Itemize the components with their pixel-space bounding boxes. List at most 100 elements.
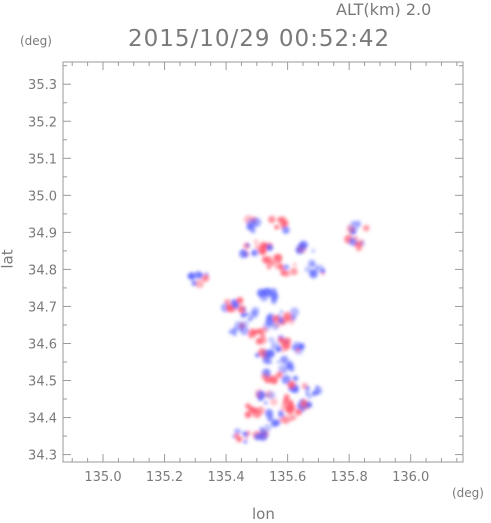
data-point bbox=[243, 439, 247, 444]
data-point bbox=[236, 297, 244, 304]
data-point bbox=[257, 394, 261, 398]
data-point bbox=[232, 328, 237, 332]
data-point bbox=[265, 317, 275, 327]
data-point bbox=[256, 390, 266, 400]
data-point bbox=[273, 254, 278, 259]
data-layer bbox=[187, 215, 370, 444]
data-point bbox=[246, 430, 251, 435]
data-point bbox=[240, 326, 249, 336]
data-point bbox=[232, 332, 237, 337]
data-point bbox=[259, 241, 268, 251]
data-point bbox=[305, 391, 310, 396]
data-point bbox=[271, 341, 281, 351]
data-point bbox=[241, 320, 249, 328]
data-point bbox=[283, 264, 290, 271]
data-point bbox=[276, 216, 282, 222]
data-point bbox=[272, 315, 280, 323]
data-point bbox=[305, 386, 311, 392]
data-point bbox=[187, 273, 194, 280]
data-point bbox=[316, 389, 320, 393]
data-point bbox=[248, 328, 257, 338]
data-point bbox=[283, 369, 287, 374]
y-tick-label: 34.3 bbox=[28, 449, 57, 464]
data-point bbox=[202, 274, 210, 282]
data-point bbox=[232, 301, 240, 310]
data-point bbox=[289, 307, 300, 317]
data-point bbox=[273, 380, 278, 384]
data-point bbox=[356, 246, 362, 252]
data-point bbox=[228, 329, 234, 335]
data-point bbox=[268, 417, 272, 421]
axis-ticks bbox=[63, 62, 463, 462]
data-point bbox=[295, 408, 302, 416]
data-point bbox=[315, 265, 319, 270]
data-point bbox=[260, 434, 264, 438]
data-point bbox=[263, 424, 272, 433]
altitude-label: ALT(km) 2.0 bbox=[336, 0, 432, 19]
data-point bbox=[280, 355, 289, 364]
data-point bbox=[283, 397, 290, 404]
data-point bbox=[254, 433, 262, 441]
data-point bbox=[273, 419, 281, 426]
data-point bbox=[246, 218, 256, 228]
data-point bbox=[311, 249, 316, 253]
data-point bbox=[251, 249, 256, 254]
data-point bbox=[268, 337, 275, 344]
data-point bbox=[256, 406, 265, 415]
data-point bbox=[195, 279, 205, 289]
data-point bbox=[258, 396, 263, 402]
y-axis-unit: (deg) bbox=[20, 34, 52, 48]
data-point bbox=[264, 408, 274, 418]
data-point bbox=[281, 270, 286, 275]
data-point bbox=[283, 342, 291, 350]
x-tick-label: 135.2 bbox=[146, 470, 183, 485]
data-point bbox=[264, 401, 268, 405]
data-point bbox=[351, 220, 355, 225]
data-point bbox=[226, 304, 234, 313]
data-point bbox=[268, 215, 276, 224]
data-point bbox=[234, 428, 241, 435]
data-point bbox=[278, 318, 285, 324]
data-point bbox=[282, 226, 290, 235]
data-point bbox=[306, 394, 312, 399]
data-point bbox=[292, 375, 299, 382]
data-point bbox=[250, 310, 258, 319]
data-point bbox=[286, 403, 296, 413]
y-tick-label: 34.7 bbox=[28, 300, 57, 315]
x-axis-label: lon bbox=[252, 505, 275, 523]
data-point bbox=[256, 328, 263, 335]
data-point bbox=[253, 239, 259, 245]
x-tick-label: 135.8 bbox=[331, 470, 368, 485]
data-point bbox=[242, 431, 247, 436]
x-tick-label: 135.4 bbox=[207, 470, 244, 485]
data-point bbox=[281, 374, 291, 385]
data-point bbox=[287, 381, 296, 389]
y-tick-label: 35.0 bbox=[28, 189, 57, 204]
data-point bbox=[291, 344, 298, 351]
data-point bbox=[278, 410, 283, 415]
data-point bbox=[250, 227, 256, 234]
data-point bbox=[258, 336, 267, 344]
data-point bbox=[245, 243, 250, 248]
data-point bbox=[289, 417, 293, 421]
data-point bbox=[262, 355, 271, 364]
data-point bbox=[255, 245, 259, 249]
data-point bbox=[266, 244, 274, 252]
y-tick-label: 34.6 bbox=[28, 337, 57, 352]
data-point bbox=[254, 352, 260, 358]
data-point bbox=[274, 374, 279, 379]
data-point bbox=[279, 267, 283, 271]
data-point bbox=[282, 415, 291, 424]
data-point bbox=[278, 337, 284, 343]
data-point bbox=[304, 266, 312, 273]
y-tick-label: 34.9 bbox=[28, 226, 57, 241]
data-point bbox=[265, 433, 269, 437]
data-point bbox=[248, 316, 253, 322]
y-tick-label: 34.4 bbox=[28, 412, 57, 427]
data-point bbox=[245, 312, 249, 317]
y-tick-label: 35.1 bbox=[28, 152, 57, 167]
data-point bbox=[309, 268, 318, 277]
plot-frame bbox=[62, 61, 464, 463]
data-point bbox=[282, 312, 292, 321]
